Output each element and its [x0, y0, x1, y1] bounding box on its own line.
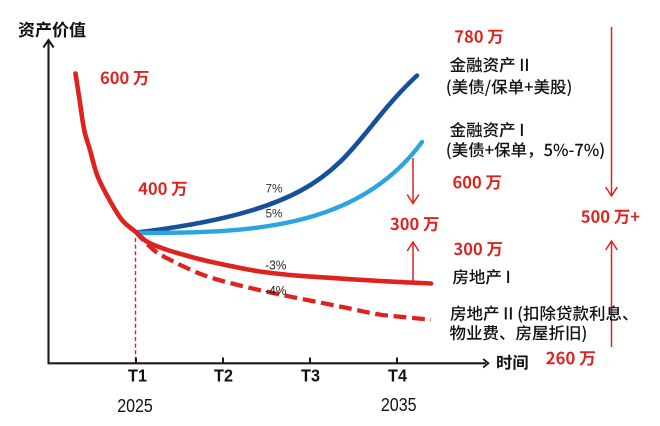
svg-text:-3%: -3%	[265, 258, 286, 272]
svg-text:T4: T4	[388, 366, 407, 386]
svg-text:-4%: -4%	[265, 284, 286, 298]
svg-text:T1: T1	[128, 366, 147, 386]
svg-text:T3: T3	[301, 366, 320, 386]
svg-text:T2: T2	[214, 366, 233, 386]
svg-text:2025: 2025	[117, 395, 153, 416]
svg-text:5%: 5%	[265, 206, 282, 220]
svg-text:2035: 2035	[381, 394, 417, 415]
svg-text:7%: 7%	[265, 181, 282, 195]
